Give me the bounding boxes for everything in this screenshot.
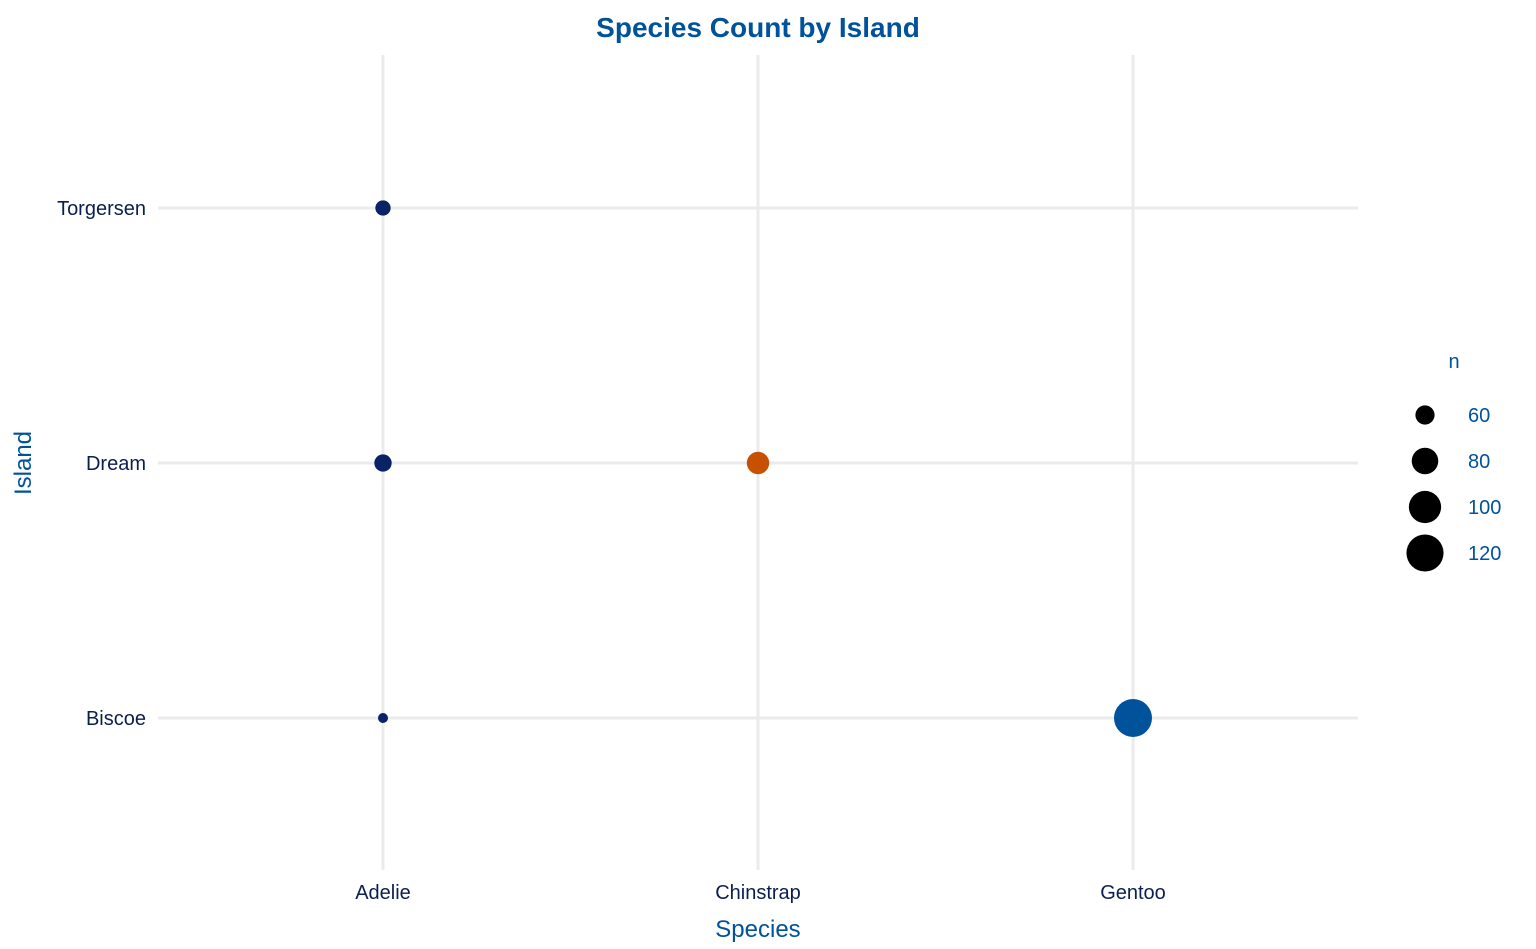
y-tick-biscoe: Biscoe xyxy=(86,708,146,730)
legend-title: n xyxy=(1448,351,1459,373)
x-axis-title: Species xyxy=(715,916,800,943)
chart-title: Species Count by Island xyxy=(596,12,920,43)
point-adelie-dream xyxy=(374,454,392,472)
point-adelie-torgersen xyxy=(375,200,391,216)
legend-label-80: 80 xyxy=(1468,451,1490,473)
y-tick-torgersen: Torgersen xyxy=(57,198,146,220)
legend-key-80 xyxy=(1411,447,1439,475)
x-tick-gentoo: Gentoo xyxy=(1100,882,1166,904)
legend-key-120 xyxy=(1406,534,1444,572)
point-chinstrap-dream xyxy=(746,451,770,475)
y-axis-title: Island xyxy=(10,431,37,495)
point-gentoo-biscoe xyxy=(1114,699,1152,737)
legend-label-100: 100 xyxy=(1468,497,1501,519)
legend-label-60: 60 xyxy=(1468,405,1490,427)
legend-key-100 xyxy=(1408,490,1442,524)
legend-key-60 xyxy=(1415,405,1435,425)
x-tick-adelie: Adelie xyxy=(355,882,411,904)
x-tick-chinstrap: Chinstrap xyxy=(715,882,801,904)
data-points xyxy=(374,200,1152,737)
point-adelie-biscoe xyxy=(378,713,388,723)
y-tick-dream: Dream xyxy=(86,453,146,475)
y-axis-tick-labels: Biscoe Dream Torgersen xyxy=(57,198,146,730)
size-legend: n 60 80 100 120 xyxy=(1406,351,1501,572)
x-axis-tick-labels: Adelie Chinstrap Gentoo xyxy=(355,882,1166,904)
legend-label-120: 120 xyxy=(1468,543,1501,565)
